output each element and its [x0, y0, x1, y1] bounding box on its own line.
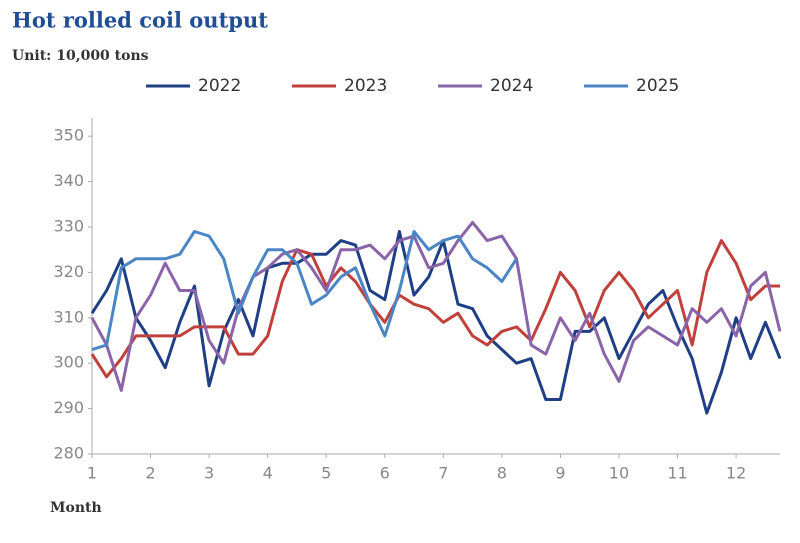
y-tick-label: 300 [53, 353, 84, 372]
legend-label: 2023 [344, 76, 387, 96]
x-tick-label: 5 [321, 464, 331, 483]
x-tick-label: 12 [726, 464, 746, 483]
x-tick-label: 2 [145, 464, 155, 483]
x-tick-label: 9 [555, 464, 565, 483]
legend-label: 2022 [198, 76, 241, 96]
legend-label: 2025 [636, 76, 679, 96]
x-tick-label: 8 [497, 464, 507, 483]
y-tick-label: 350 [53, 126, 84, 145]
y-tick-label: 330 [53, 216, 84, 235]
x-tick-label: 7 [438, 464, 448, 483]
y-tick-label: 280 [53, 444, 84, 463]
legend-label: 2024 [490, 76, 533, 96]
series-line [91, 230, 518, 352]
x-tick-label: 6 [380, 464, 390, 483]
x-axis-label: Month [50, 500, 102, 516]
y-tick-label: 310 [53, 307, 84, 326]
x-tick-label: 1 [87, 464, 97, 483]
chart-title: Hot rolled coil output [12, 8, 268, 33]
y-tick-label: 290 [53, 398, 84, 417]
x-tick-label: 11 [667, 464, 687, 483]
y-tick-label: 320 [53, 262, 84, 281]
series-line [90, 230, 782, 415]
y-tick-label: 340 [53, 171, 84, 190]
x-tick-label: 4 [263, 464, 273, 483]
chart-subtitle: Unit: 10,000 tons [12, 48, 149, 64]
series-line [90, 220, 782, 392]
x-tick-label: 3 [204, 464, 214, 483]
x-tick-label: 10 [609, 464, 629, 483]
